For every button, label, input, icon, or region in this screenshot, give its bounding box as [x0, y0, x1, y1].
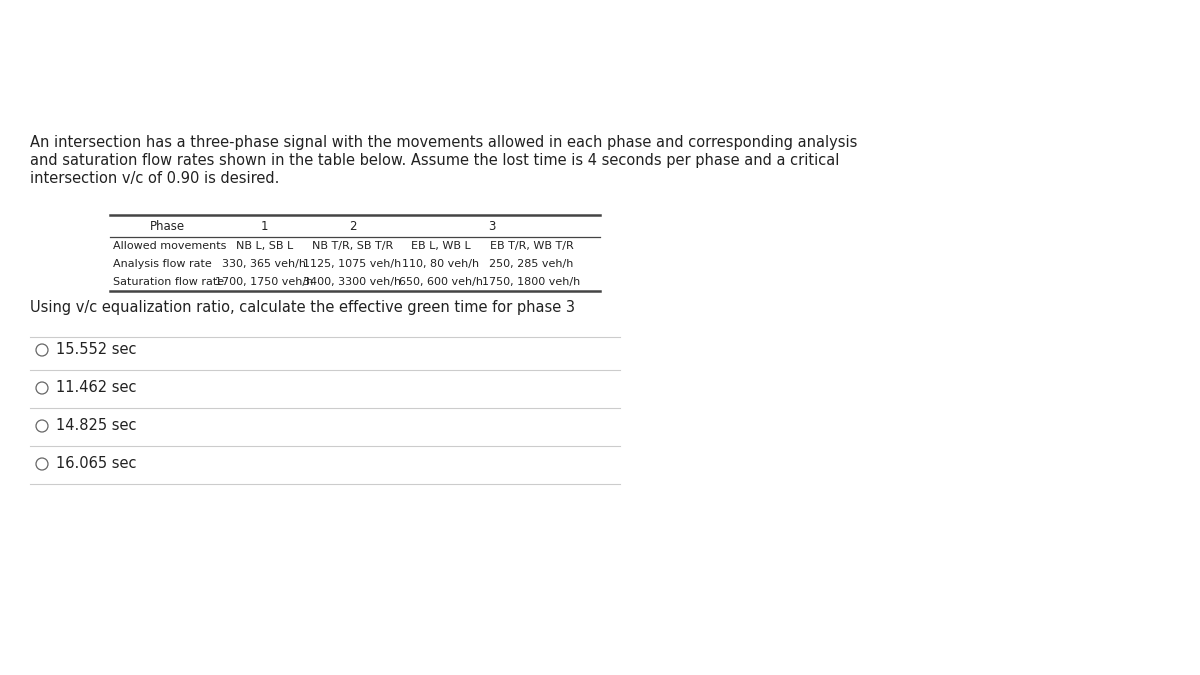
Text: 1700, 1750 veh/h: 1700, 1750 veh/h: [215, 277, 313, 287]
Text: and saturation flow rates shown in the table below. Assume the lost time is 4 se: and saturation flow rates shown in the t…: [30, 153, 839, 168]
Text: NB T/R, SB T/R: NB T/R, SB T/R: [312, 241, 394, 251]
Text: NB L, SB L: NB L, SB L: [235, 241, 293, 251]
Text: 1750, 1800 veh/h: 1750, 1800 veh/h: [482, 277, 581, 287]
Text: 16.065 sec: 16.065 sec: [56, 456, 137, 472]
Text: 110, 80 veh/h: 110, 80 veh/h: [402, 259, 479, 269]
Text: Phase: Phase: [150, 219, 185, 232]
Text: 11.462 sec: 11.462 sec: [56, 381, 137, 396]
Text: EB L, WB L: EB L, WB L: [410, 241, 470, 251]
Text: 650, 600 veh/h: 650, 600 veh/h: [398, 277, 482, 287]
Text: EB T/R, WB T/R: EB T/R, WB T/R: [490, 241, 574, 251]
Text: Saturation flow rate: Saturation flow rate: [113, 277, 224, 287]
Text: 2: 2: [349, 219, 356, 232]
Text: Allowed movements: Allowed movements: [113, 241, 227, 251]
Text: 3400, 3300 veh/h: 3400, 3300 veh/h: [304, 277, 402, 287]
Text: 330, 365 veh/h: 330, 365 veh/h: [222, 259, 306, 269]
Text: intersection v/c of 0.90 is desired.: intersection v/c of 0.90 is desired.: [30, 171, 280, 186]
Text: 3: 3: [488, 219, 496, 232]
Text: An intersection has a three-phase signal with the movements allowed in each phas: An intersection has a three-phase signal…: [30, 135, 857, 150]
Text: 1125, 1075 veh/h: 1125, 1075 veh/h: [304, 259, 402, 269]
Text: 14.825 sec: 14.825 sec: [56, 418, 137, 433]
Text: 1: 1: [260, 219, 268, 232]
Text: Analysis flow rate: Analysis flow rate: [113, 259, 211, 269]
Text: Using v/c equalization ratio, calculate the effective green time for phase 3: Using v/c equalization ratio, calculate …: [30, 300, 575, 315]
Text: 15.552 sec: 15.552 sec: [56, 342, 137, 358]
Text: 250, 285 veh/h: 250, 285 veh/h: [490, 259, 574, 269]
